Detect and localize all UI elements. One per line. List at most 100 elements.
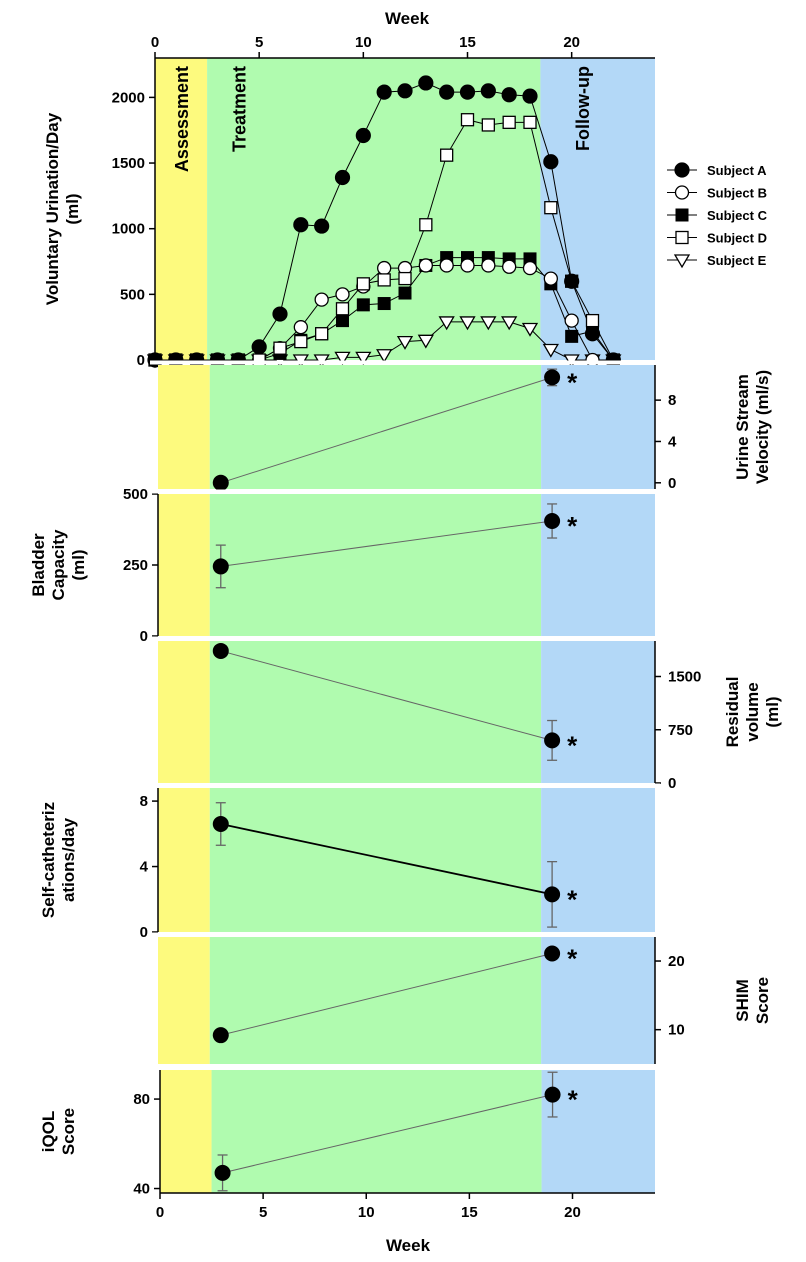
y-tick-label: 4 [140,859,149,876]
significance-asterisk: * [567,367,578,397]
data-point [544,512,561,529]
phase-band-assessment [155,58,208,360]
significance-asterisk: * [567,884,578,914]
data-point [460,113,475,127]
data-point [356,277,370,291]
data-point [398,271,412,286]
data-point [356,298,370,312]
legend-label: Subject C [707,208,768,223]
data-point [418,258,433,273]
data-point [439,258,454,273]
data-point [315,327,329,341]
panel-urine-stream-velocity: 0 4 8 Urine Stream Velocity (ml/s) * [158,365,772,492]
phase-band-treatment [209,641,542,783]
phase-band-follow-up [541,788,655,932]
data-point [376,349,393,364]
y-axis-title-line: iQOL [39,1111,58,1153]
data-point [212,474,229,491]
data-point [314,292,329,307]
data-point [565,329,579,343]
y-axis-title-line: Score [59,1108,78,1155]
y-axis-title: Voluntary Urination/Day (ml) [43,112,82,305]
panel-self-catheterizations: 0 4 8 Self-catheteriz ations/day * [39,788,655,941]
phase-label: Treatment [229,66,249,152]
legend-label: Subject A [707,163,767,178]
y-axis-title-line: SHIM [733,979,752,1022]
data-point [214,1164,231,1181]
data-point [355,127,371,144]
data-point [419,218,433,232]
top-axis-title: Week [385,9,430,28]
y-axis-title: Urine Stream Velocity (ml/s) [733,370,772,484]
data-point [168,352,184,368]
data-point [585,313,600,328]
x-tick-label: 15 [461,1204,478,1221]
data-point [521,322,539,337]
data-point [273,341,287,355]
y-tick-label: 8 [668,392,676,409]
y-axis-title: Self-catheteriz ations/day [39,802,78,918]
panel-separator [150,636,660,641]
y-tick-label: 1500 [668,669,701,686]
phase-band-follow-up [541,365,655,489]
data-point [212,816,229,832]
phase-label: Assessment [172,66,192,172]
data-point [355,351,372,366]
legend-marker [674,162,690,178]
data-point [335,302,350,316]
data-point [481,118,495,132]
panel-separator [150,783,660,788]
y-axis-title-line: Bladder [29,533,48,597]
trend-line [220,952,553,1036]
data-point [396,335,414,350]
data-point [481,258,496,273]
y-tick-label: 1000 [112,221,145,238]
panel-separator [150,489,660,494]
trend-line [220,823,553,896]
data-point [377,260,392,276]
x-tick-label: 0 [151,34,159,51]
y-axis-title-line: (ml) [69,549,88,580]
x-tick-label: 20 [564,1204,581,1221]
data-point [480,316,497,331]
data-point [294,334,308,349]
data-point [459,84,476,100]
y-axis-title: Residual volume (ml) [723,677,782,748]
phase-band-assessment [158,365,210,489]
phase-band-follow-up [541,641,655,783]
y-axis-title-line: Voluntary Urination/Day [43,112,62,305]
data-point [460,258,475,273]
x-tick-label: 5 [255,34,263,51]
x-tick-label: 15 [459,34,476,51]
significance-asterisk: * [568,1085,579,1115]
data-point [377,273,391,287]
phase-band-assessment [158,641,210,783]
data-point [502,115,516,129]
x-tick-label: 20 [563,34,580,51]
data-point [544,886,561,903]
legend-marker [673,254,691,269]
data-point [314,218,330,234]
data-point [544,369,561,386]
data-point [564,313,579,328]
y-tick-label: 500 [120,286,145,303]
data-point [334,169,351,186]
data-point [147,352,163,368]
data-point [440,148,454,162]
trend-line [220,520,553,567]
phase-band-treatment [209,937,542,1064]
trend-line [222,1094,553,1174]
data-point [501,87,517,103]
y-axis-title-line: Residual [723,677,742,748]
legend-marker [675,230,689,245]
data-point [418,75,434,91]
phase-band-assessment [160,1070,212,1193]
data-point [272,306,288,322]
data-point [480,83,496,99]
x-tick-label: 10 [358,1204,375,1221]
data-point [376,84,392,100]
data-point [230,352,246,368]
data-point [585,352,600,368]
y-tick-label: 500 [123,486,148,503]
data-point [522,88,538,104]
